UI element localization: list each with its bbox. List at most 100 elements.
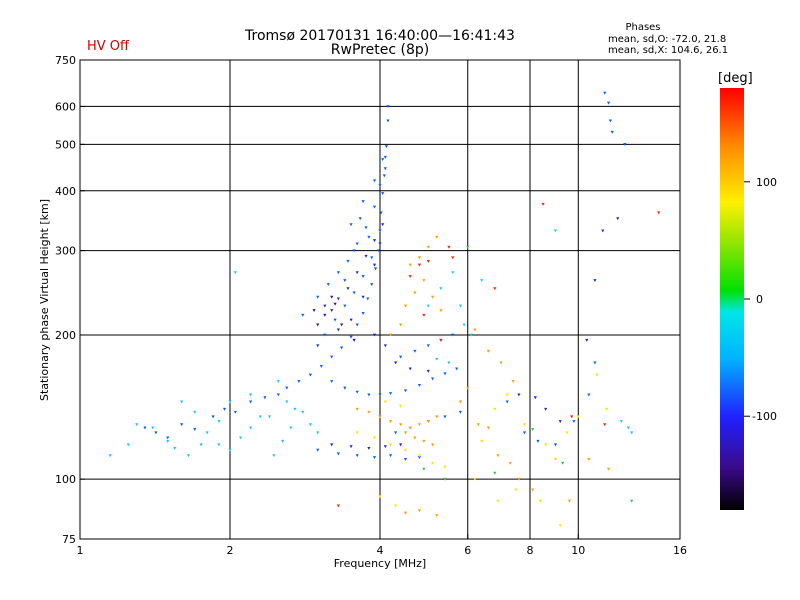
data-point — [333, 302, 337, 306]
data-point — [522, 423, 527, 427]
data-point — [316, 344, 320, 348]
data-point — [367, 410, 371, 414]
data-point — [443, 465, 447, 469]
data-point — [285, 386, 289, 390]
data-point — [439, 338, 443, 342]
data-point — [367, 235, 371, 239]
data-point — [533, 396, 537, 400]
data-point — [378, 242, 382, 246]
data-point — [388, 454, 393, 458]
data-point — [417, 456, 422, 460]
data-point — [228, 400, 232, 404]
data-point — [355, 390, 359, 394]
data-point — [447, 361, 451, 365]
data-point — [606, 467, 611, 471]
data-point — [386, 105, 390, 109]
data-point — [316, 323, 320, 327]
data-point — [364, 254, 368, 258]
data-point — [443, 477, 447, 481]
x-tick-label: 6 — [464, 544, 471, 557]
data-point — [388, 333, 393, 337]
data-point — [394, 431, 398, 435]
data-point — [531, 488, 535, 492]
chart-subtitle: RwPretec (8p) — [331, 42, 429, 58]
data-point — [426, 245, 430, 249]
data-point — [508, 461, 512, 465]
data-point — [330, 380, 334, 383]
data-point — [422, 439, 426, 443]
data-point — [430, 295, 435, 299]
data-point — [289, 426, 293, 430]
data-point — [435, 415, 439, 419]
data-point — [343, 304, 347, 308]
data-point — [297, 380, 301, 383]
data-point — [388, 443, 393, 447]
y-tick-label: 100 — [55, 473, 76, 486]
data-point — [316, 448, 320, 452]
data-point — [447, 245, 451, 249]
data-point — [458, 304, 463, 308]
data-point — [403, 448, 408, 452]
data-point — [514, 488, 518, 492]
data-point — [154, 431, 158, 435]
data-point — [496, 454, 500, 458]
data-point — [222, 407, 227, 411]
data-point — [399, 323, 403, 327]
data-point — [384, 145, 388, 149]
data-point — [372, 179, 377, 183]
data-point — [451, 271, 455, 275]
data-point — [263, 396, 267, 400]
data-point — [466, 245, 470, 249]
y-tick-label: 600 — [55, 100, 76, 113]
data-point — [399, 423, 403, 427]
data-point — [630, 499, 634, 503]
colorbar-unit-label: [deg] — [718, 71, 753, 86]
data-point — [366, 297, 370, 301]
data-point — [378, 415, 382, 419]
data-point — [505, 393, 509, 397]
data-point — [408, 275, 412, 279]
colorbar-tick-label: -100 — [752, 410, 777, 423]
data-point — [193, 410, 197, 414]
y-tick-label: 750 — [55, 54, 76, 67]
x-tick-label: 1 — [77, 544, 84, 557]
data-point — [616, 217, 620, 221]
data-point — [330, 355, 334, 359]
data-point — [346, 259, 350, 263]
data-point — [422, 313, 426, 317]
y-tick-label: 200 — [55, 329, 76, 342]
data-point — [166, 439, 170, 443]
data-point — [426, 420, 430, 423]
data-point — [330, 443, 334, 447]
data-point — [403, 511, 408, 515]
data-point — [319, 365, 323, 368]
data-point — [426, 259, 430, 263]
data-point — [499, 361, 503, 365]
x-tick-label: 8 — [527, 544, 534, 557]
data-point — [473, 328, 477, 332]
data-point — [595, 373, 599, 377]
data-point — [657, 211, 661, 215]
data-point — [180, 400, 184, 404]
data-point — [517, 393, 521, 397]
data-point — [476, 423, 480, 427]
x-axis-label: Frequency [MHz] — [334, 557, 426, 570]
data-point — [349, 318, 353, 322]
data-point — [480, 279, 484, 282]
data-point — [505, 400, 509, 404]
data-point — [544, 407, 548, 411]
data-point — [553, 443, 558, 447]
data-point — [349, 335, 353, 339]
data-point — [166, 436, 170, 440]
data-point — [352, 249, 356, 253]
data-point — [585, 338, 589, 342]
data-point — [394, 361, 398, 365]
hv-status-label: HV Off — [87, 39, 130, 54]
data-point — [135, 423, 139, 427]
data-point — [355, 454, 359, 458]
data-point — [378, 393, 382, 397]
data-point — [258, 415, 262, 419]
data-point — [293, 407, 297, 411]
data-point — [108, 454, 112, 458]
chart-title: Tromsø 20170131 16:40:00—16:41:43 — [244, 28, 515, 44]
